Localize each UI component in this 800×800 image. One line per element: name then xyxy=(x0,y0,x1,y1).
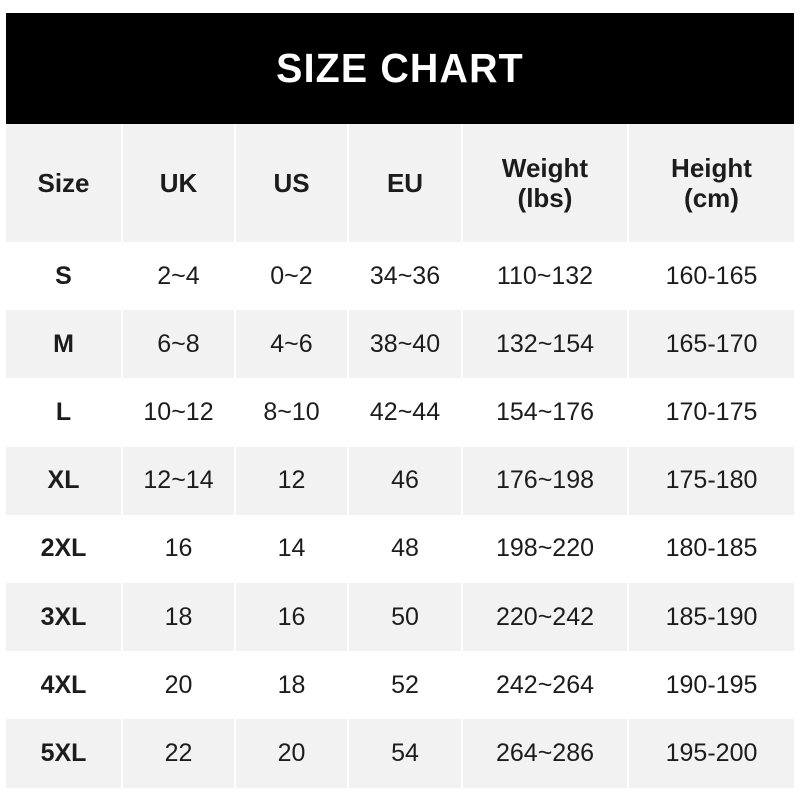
cell-height: 170-175 xyxy=(627,378,794,447)
column-header-size-label: Size xyxy=(37,167,90,198)
cell-height: 190-195 xyxy=(627,651,794,720)
cell-height: 160-165 xyxy=(627,242,794,311)
cell-us: 0~2 xyxy=(234,242,348,311)
column-header-height-label: Height xyxy=(671,152,752,183)
cell-uk: 16 xyxy=(121,514,235,583)
cell-weight: 154~176 xyxy=(461,378,628,447)
cell-eu: 52 xyxy=(347,651,462,720)
table-header-row: Size UK US EU Weight (lbs) Height (cm) xyxy=(6,124,794,242)
cell-uk: 12~14 xyxy=(121,446,235,515)
column-header-size: Size xyxy=(6,124,122,242)
column-header-us-label: US xyxy=(273,167,310,198)
size-chart-table: Size UK US EU Weight (lbs) Height (cm) xyxy=(6,124,794,788)
cell-height: 180-185 xyxy=(627,514,794,583)
cell-size: M xyxy=(53,329,74,358)
cell-uk: 18 xyxy=(121,582,235,652)
column-header-height: Height (cm) xyxy=(627,124,794,242)
cell-weight: 132~154 xyxy=(461,310,628,379)
cell-us: 4~6 xyxy=(234,310,348,379)
cell-height: 185-190 xyxy=(627,582,794,652)
cell-us: 16 xyxy=(234,582,348,652)
cell-size: 2XL xyxy=(40,534,87,563)
column-header-height-unit: (cm) xyxy=(684,183,739,213)
cell-size: 3XL xyxy=(40,602,87,631)
cell-height: 165-170 xyxy=(627,310,794,379)
column-header-weight-unit: (lbs) xyxy=(517,183,573,213)
cell-eu: 42~44 xyxy=(347,378,462,447)
cell-us: 14 xyxy=(234,514,348,583)
table-row: L 10~12 8~10 42~44 154~176 170-175 xyxy=(6,378,794,447)
cell-eu: 54 xyxy=(347,719,462,788)
table-row: S 2~4 0~2 34~36 110~132 160-165 xyxy=(6,242,794,311)
cell-eu: 46 xyxy=(347,446,462,515)
column-header-uk: UK xyxy=(121,124,235,242)
column-header-eu-label: EU xyxy=(386,167,424,198)
cell-eu: 34~36 xyxy=(347,242,462,311)
cell-height: 195-200 xyxy=(627,719,794,788)
cell-us: 8~10 xyxy=(234,378,348,447)
table-row: 5XL 22 20 54 264~286 195-200 xyxy=(6,719,794,788)
column-header-weight: Weight (lbs) xyxy=(461,124,628,242)
table-body: S 2~4 0~2 34~36 110~132 160-165 M 6~8 4~… xyxy=(6,242,794,788)
cell-uk: 20 xyxy=(121,651,235,720)
page-title: SIZE CHART xyxy=(276,45,524,91)
cell-us: 20 xyxy=(234,719,348,788)
cell-weight: 198~220 xyxy=(461,514,628,583)
cell-weight: 242~264 xyxy=(461,651,628,720)
cell-uk: 22 xyxy=(121,719,235,788)
table-row: 2XL 16 14 48 198~220 180-185 xyxy=(6,514,794,583)
cell-size: 5XL xyxy=(40,738,87,767)
table-row: XL 12~14 12 46 176~198 175-180 xyxy=(6,446,794,515)
cell-size: 4XL xyxy=(40,670,87,699)
column-header-weight-label: Weight xyxy=(501,152,589,183)
table-header: Size UK US EU Weight (lbs) Height (cm) xyxy=(6,124,794,242)
column-header-uk-label: UK xyxy=(159,167,198,198)
cell-uk: 10~12 xyxy=(121,378,235,447)
table-row: 4XL 20 18 52 242~264 190-195 xyxy=(6,651,794,720)
cell-height: 175-180 xyxy=(627,446,794,515)
cell-us: 18 xyxy=(234,651,348,720)
cell-eu: 38~40 xyxy=(347,310,462,379)
cell-eu: 50 xyxy=(347,582,462,652)
cell-weight: 220~242 xyxy=(461,582,628,652)
cell-weight: 264~286 xyxy=(461,719,628,788)
cell-uk: 2~4 xyxy=(121,242,235,311)
table-row: M 6~8 4~6 38~40 132~154 165-170 xyxy=(6,310,794,379)
column-header-us: US xyxy=(234,124,348,242)
cell-size: S xyxy=(55,261,72,290)
cell-size: XL xyxy=(47,466,80,495)
column-header-eu: EU xyxy=(347,124,462,242)
title-bar: SIZE CHART xyxy=(6,13,794,124)
table-row: 3XL 18 16 50 220~242 185-190 xyxy=(6,582,794,652)
cell-weight: 176~198 xyxy=(461,446,628,515)
cell-size: L xyxy=(55,397,72,426)
cell-eu: 48 xyxy=(347,514,462,583)
cell-uk: 6~8 xyxy=(121,310,235,379)
cell-weight: 110~132 xyxy=(461,242,628,311)
cell-us: 12 xyxy=(234,446,348,515)
